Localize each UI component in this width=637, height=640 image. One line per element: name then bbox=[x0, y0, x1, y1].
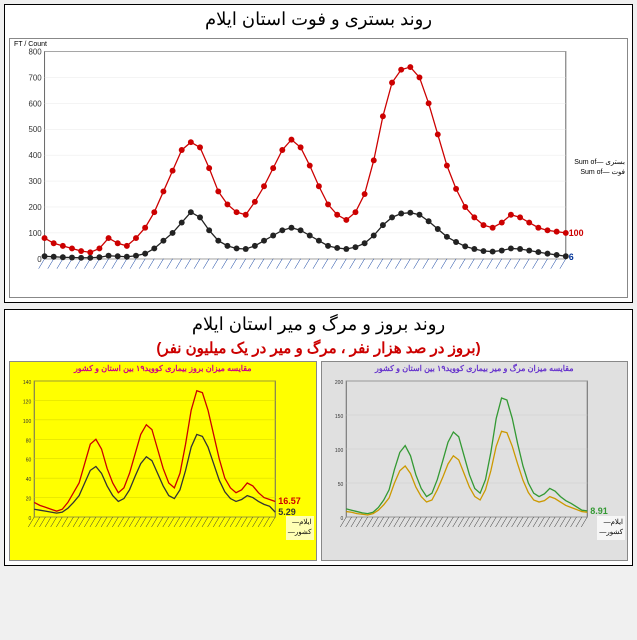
top-chart-area: FT / Count 0 100 200 300 400 500 600 700 800 100 6… bbox=[9, 38, 628, 298]
top-right-legend: بستری —Sum of فوت —Sum of bbox=[574, 158, 625, 178]
right-chart-title: مقایسه میزان مرگ و میر بیماری کووید۱۹ بی… bbox=[322, 362, 628, 375]
svg-text:600: 600 bbox=[28, 99, 42, 108]
svg-text:200: 200 bbox=[28, 203, 42, 212]
right-legend-2: کشور— bbox=[599, 528, 623, 538]
svg-text:5.29: 5.29 bbox=[278, 507, 296, 517]
svg-text:500: 500 bbox=[28, 125, 42, 134]
right-legend-1: ایلام— bbox=[599, 518, 623, 528]
svg-text:0: 0 bbox=[37, 255, 42, 264]
right-chart-svg: 0 50 100 150 200 8.91 bbox=[322, 375, 628, 545]
right-legend: ایلام— کشور— bbox=[597, 516, 625, 540]
svg-text:8.91: 8.91 bbox=[590, 506, 608, 516]
svg-text:700: 700 bbox=[28, 73, 42, 82]
bottom-section: روند بروز و مرگ و میر استان ایلام (بروز … bbox=[4, 309, 633, 566]
left-legend-1: ایلام— bbox=[288, 518, 312, 528]
svg-text:40: 40 bbox=[26, 477, 32, 483]
svg-text:400: 400 bbox=[28, 151, 42, 160]
svg-text:16.57: 16.57 bbox=[278, 496, 301, 506]
svg-text:200: 200 bbox=[334, 380, 343, 386]
left-legend: ایلام— کشور— bbox=[286, 516, 314, 540]
left-chart-title: مقایسه میزان بروز بیماری کووید۱۹ بین است… bbox=[10, 362, 316, 375]
svg-text:100: 100 bbox=[23, 419, 32, 425]
svg-text:150: 150 bbox=[334, 414, 343, 420]
svg-text:800: 800 bbox=[28, 47, 42, 56]
bottom-title: روند بروز و مرگ و میر استان ایلام bbox=[5, 310, 632, 339]
svg-text:100: 100 bbox=[569, 228, 584, 238]
svg-text:20: 20 bbox=[26, 497, 32, 503]
svg-text:300: 300 bbox=[28, 177, 42, 186]
legend-item-2: فوت —Sum of bbox=[574, 168, 625, 178]
svg-text:6: 6 bbox=[569, 252, 574, 262]
left-chart-svg: 0 20 40 60 80 100 120 140 16.575.29 bbox=[10, 375, 316, 545]
top-legend-tl: FT / Count bbox=[14, 41, 47, 48]
svg-text:100: 100 bbox=[334, 448, 343, 454]
left-legend-2: کشور— bbox=[288, 528, 312, 538]
bottom-subtitle: (بروز در صد هزار نفر ، مرگ و میر در یک م… bbox=[5, 339, 632, 361]
svg-text:50: 50 bbox=[337, 482, 343, 488]
svg-text:80: 80 bbox=[26, 438, 32, 444]
legend-item-1: بستری —Sum of bbox=[574, 158, 625, 168]
left-chart: مقایسه میزان بروز بیماری کووید۱۹ بین است… bbox=[9, 361, 317, 561]
svg-text:140: 140 bbox=[23, 380, 32, 386]
top-chart-svg: 0 100 200 300 400 500 600 700 800 100 6 bbox=[10, 39, 627, 297]
svg-text:60: 60 bbox=[26, 458, 32, 464]
top-section: روند بستری و فوت استان ایلام FT / Count … bbox=[4, 4, 633, 303]
svg-text:0: 0 bbox=[28, 516, 31, 522]
svg-text:100: 100 bbox=[28, 229, 42, 238]
svg-text:0: 0 bbox=[340, 516, 343, 522]
right-chart: مقایسه میزان مرگ و میر بیماری کووید۱۹ بی… bbox=[321, 361, 629, 561]
bottom-charts-row: مقایسه میزان بروز بیماری کووید۱۹ بین است… bbox=[9, 361, 628, 561]
top-title: روند بستری و فوت استان ایلام bbox=[5, 5, 632, 34]
svg-text:120: 120 bbox=[23, 399, 32, 405]
